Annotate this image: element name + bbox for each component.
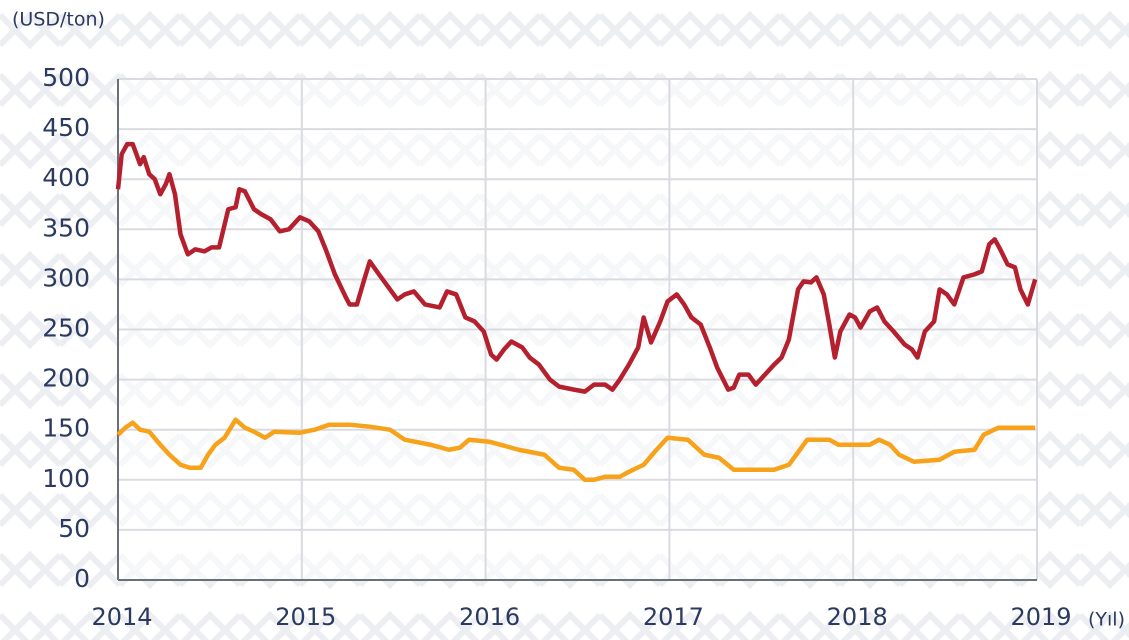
y-axis-label: (USD/ton) bbox=[12, 9, 105, 31]
x-tick-label: 2017 bbox=[643, 603, 704, 631]
x-tick-label: 2019 bbox=[1010, 603, 1071, 631]
y-tick-label: 100 bbox=[42, 464, 90, 493]
y-tick-label: 150 bbox=[42, 414, 90, 443]
y-tick-label: 300 bbox=[42, 263, 90, 292]
y-tick-label: 200 bbox=[42, 364, 90, 393]
series-line bbox=[116, 417, 1036, 483]
x-tick-label: 2018 bbox=[827, 603, 888, 631]
y-tick-label: 400 bbox=[42, 163, 90, 192]
x-axis-label: (Yıl) bbox=[1088, 609, 1125, 631]
y-tick-label: 500 bbox=[42, 63, 90, 92]
y-tick-label: 450 bbox=[42, 113, 90, 142]
x-tick-label: 2014 bbox=[91, 603, 152, 631]
x-tick-label: 2015 bbox=[275, 603, 336, 631]
y-tick-label: 350 bbox=[42, 213, 90, 242]
y-tick-label: 0 bbox=[74, 564, 90, 593]
y-tick-label: 250 bbox=[42, 314, 90, 343]
x-tick-label: 2016 bbox=[459, 603, 520, 631]
y-tick-label: 50 bbox=[58, 514, 90, 543]
series-line bbox=[115, 141, 1038, 394]
